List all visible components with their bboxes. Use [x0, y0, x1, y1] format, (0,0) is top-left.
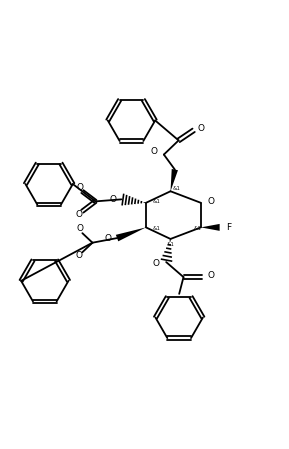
Text: &1: &1	[166, 242, 175, 247]
Text: O: O	[105, 233, 112, 242]
Text: O: O	[76, 251, 83, 260]
Text: O: O	[208, 271, 214, 280]
Text: O: O	[153, 259, 160, 268]
Polygon shape	[116, 227, 146, 241]
Text: &1: &1	[152, 199, 160, 204]
Text: O: O	[198, 124, 205, 133]
Text: &1: &1	[194, 226, 201, 231]
Text: &1: &1	[173, 186, 181, 191]
Text: O: O	[109, 195, 116, 204]
Text: O: O	[77, 183, 84, 192]
Text: &1: &1	[152, 226, 160, 231]
Text: O: O	[76, 210, 83, 219]
Text: F: F	[226, 223, 231, 232]
Polygon shape	[171, 169, 178, 191]
Text: O: O	[207, 197, 214, 206]
Text: O: O	[151, 147, 158, 156]
Polygon shape	[201, 224, 220, 231]
Text: O: O	[77, 224, 84, 233]
